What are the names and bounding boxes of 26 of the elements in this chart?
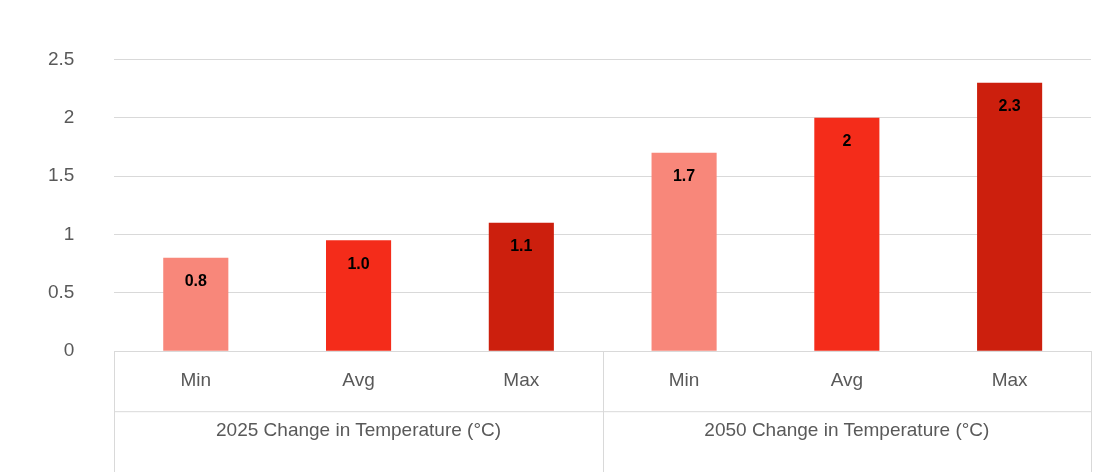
x-tick-label: Avg (830, 368, 864, 390)
data-label: 1.1 (510, 237, 533, 255)
bar (488, 222, 554, 351)
data-label: 2.3 (998, 97, 1021, 115)
bar (651, 152, 717, 351)
x-tick-label: Max (503, 368, 540, 390)
y-tick-label: 1 (63, 222, 75, 244)
x-tick-label: Min (180, 368, 212, 390)
x-tick-label: Max (991, 368, 1029, 390)
y-tick-label: 2.5 (47, 47, 75, 69)
bar (977, 82, 1043, 351)
y-tick-label: 1.5 (47, 164, 75, 186)
text: 2025 Change in Temperature (°C) (216, 419, 502, 441)
text: 2050 Change in Temperature (°C) (704, 419, 990, 441)
data-label: 1.0 (347, 254, 370, 272)
y-tick-label: 0 (63, 339, 75, 361)
y-tick-label: 0.5 (47, 281, 75, 303)
data-label: 0.8 (184, 272, 208, 290)
bar (163, 257, 229, 351)
data-label: 2 (842, 132, 852, 150)
data-label: 1.7 (672, 167, 696, 185)
y-tick-label: 2 (63, 105, 75, 127)
x-tick-label: Avg (342, 368, 375, 390)
bar (814, 117, 880, 351)
bar (326, 240, 392, 351)
x-tick-label: Min (668, 368, 700, 390)
